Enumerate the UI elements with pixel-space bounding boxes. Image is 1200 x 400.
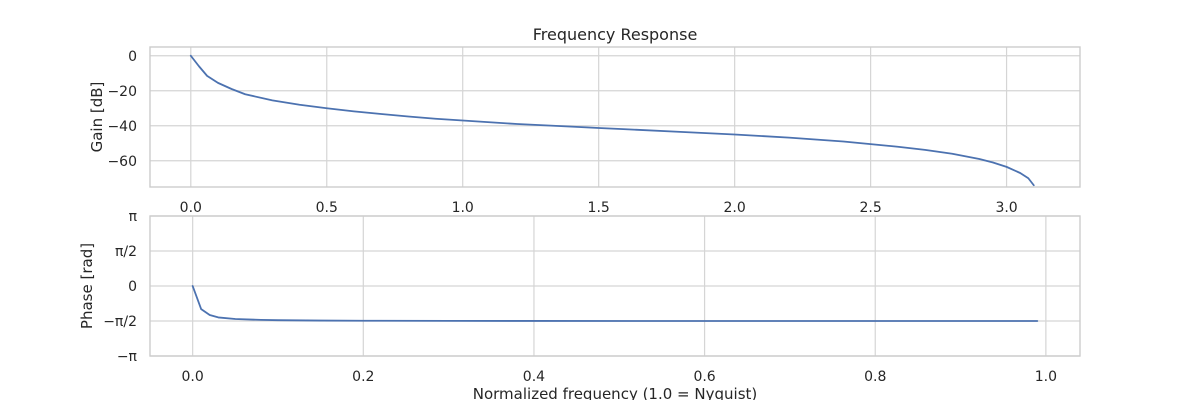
phase-y-tick-label: 0 (128, 279, 137, 295)
phase-x-tick-label: 0.0 (182, 369, 204, 385)
x-axis-label: Normalized frequency (1.0 = Nyquist) (473, 385, 758, 400)
gain-x-tick-label: 0.5 (316, 200, 338, 216)
phase-x-tick-label: 0.4 (523, 369, 545, 385)
phase-x-tick-label: 0.8 (864, 369, 886, 385)
phase-y-axis-label: Phase [rad] (78, 243, 96, 329)
gain-x-tick-label: 2.5 (859, 200, 881, 216)
phase-y-tick-label: −π (117, 349, 138, 365)
chart-title: Frequency Response (533, 25, 698, 44)
phase-plot-frame (149, 215, 1081, 357)
phase-x-tick-label: 1.0 (1035, 369, 1057, 385)
gain-y-tick-label: −60 (107, 154, 137, 170)
phase-y-tick-label: π/2 (115, 244, 137, 260)
gain-series-line (189, 54, 1035, 187)
gain-x-tick-label: 2.0 (724, 200, 746, 216)
gain-x-tick-label: 0.0 (180, 200, 202, 216)
phase-series-line (191, 285, 1039, 322)
phase-y-tick-label: π (129, 209, 138, 225)
phase-plot: 0.0 0.2 0.4 0.6 0.8 1.0 π π/2 0 −π/2 −π Phase [rad… (78, 209, 1081, 400)
gain-plot: 0.0 0.5 1.0 1.5 2.0 2.5 3.0 0 −20 −40 −60 Frequenc… (88, 25, 1081, 216)
gain-x-tick-label: 1.0 (452, 200, 474, 216)
gain-x-tick-label: 3.0 (995, 200, 1017, 216)
gain-y-tick-label: −20 (107, 84, 137, 100)
phase-x-tick-label: 0.6 (693, 369, 715, 385)
phase-x-tick-label: 0.2 (352, 369, 374, 385)
gain-x-tick-label: 1.5 (588, 200, 610, 216)
gain-plot-frame (149, 46, 1081, 188)
gain-y-tick-label: −40 (107, 119, 137, 135)
gain-y-axis-label: Gain [dB] (88, 82, 106, 153)
phase-y-tick-label: −π/2 (103, 314, 137, 330)
gain-y-tick-label: 0 (128, 49, 137, 65)
